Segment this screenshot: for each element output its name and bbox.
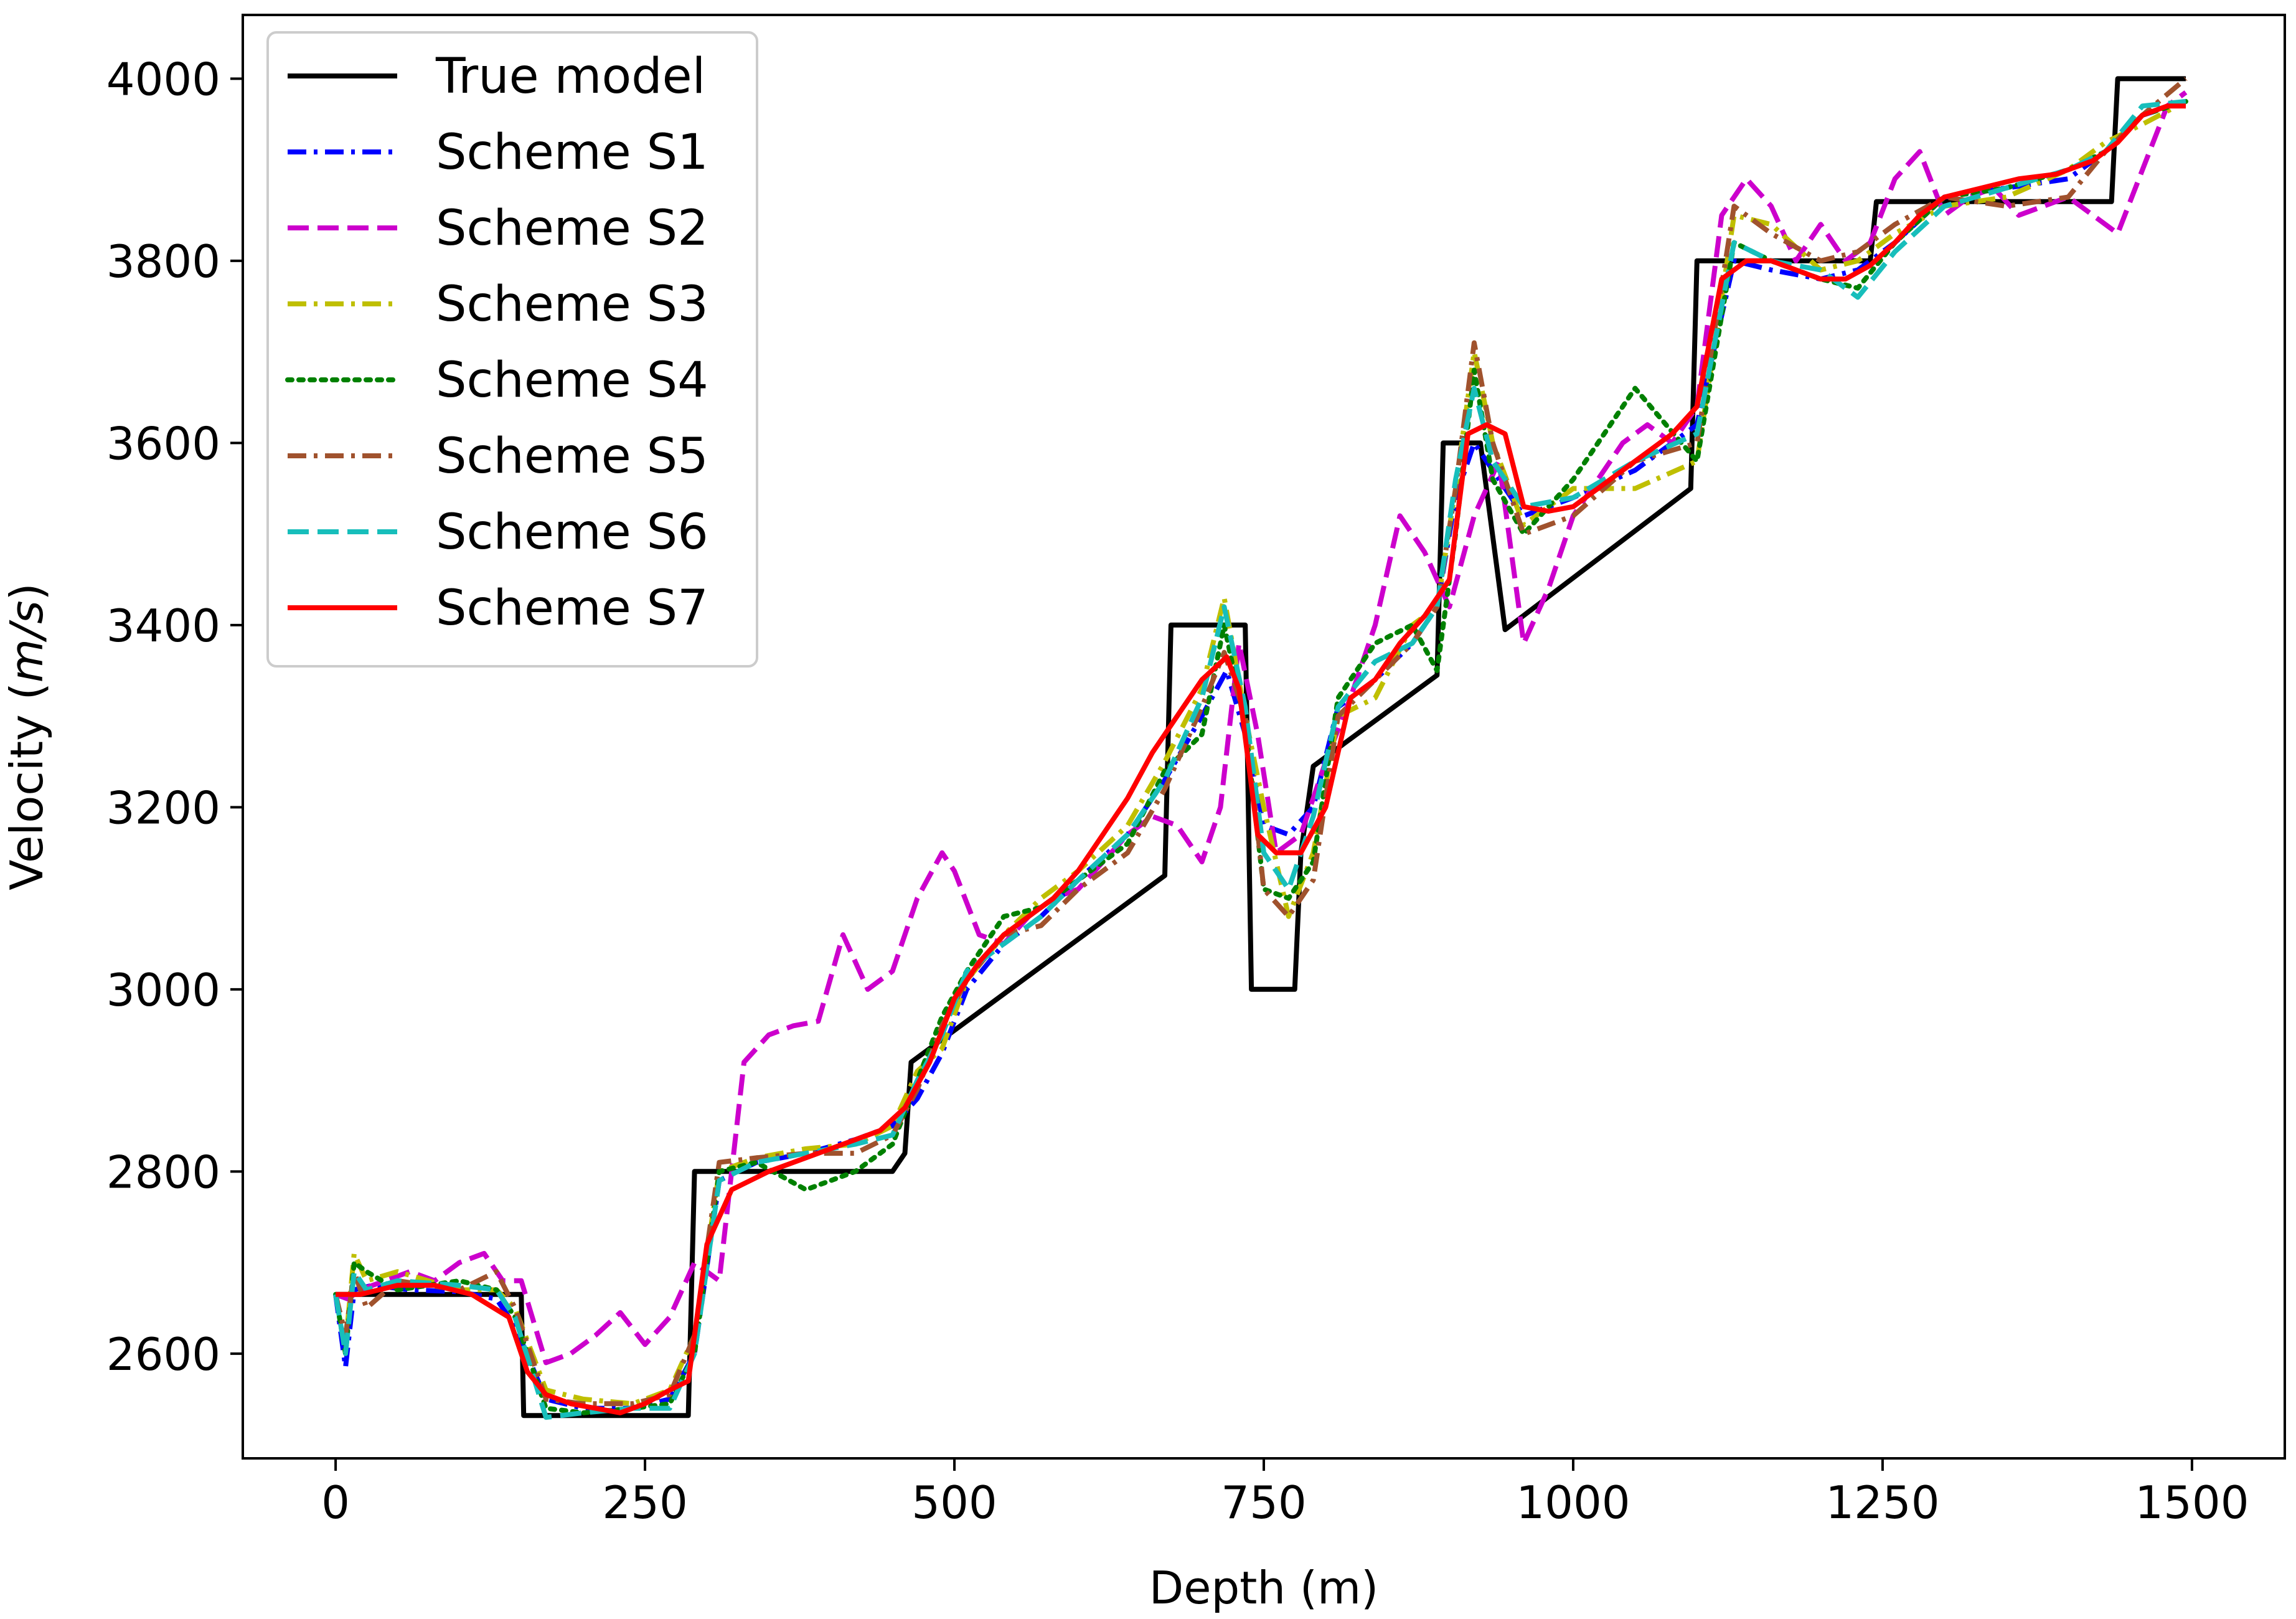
- y-axis: 2600 2800 3000 3200 3400 3600 3800 4000: [106, 53, 243, 1381]
- y-tick-label: 2800: [106, 1146, 220, 1198]
- y-tick-label: 3400: [106, 600, 220, 652]
- legend-label: Scheme S1: [436, 125, 708, 181]
- series-line-scheme-s2: [334, 90, 2188, 1366]
- x-axis: 0 250 500 750 1000 1250 1500: [321, 1458, 2249, 1529]
- series-line-scheme-s3: [333, 99, 2187, 1407]
- y-tick-label: 4000: [106, 53, 220, 105]
- y-axis-label-close: ): [1, 583, 53, 600]
- x-tick-label: 1000: [1516, 1476, 1630, 1529]
- series-line-scheme-s7: [336, 103, 2186, 1415]
- x-tick-label: 1250: [1825, 1476, 1939, 1529]
- y-tick-label: 3200: [106, 781, 220, 834]
- x-tick-label: 250: [602, 1476, 687, 1529]
- y-tick-label: 3600: [106, 417, 220, 470]
- y-axis-label: Velocity (m/s): [1, 583, 53, 890]
- legend-label: Scheme S7: [436, 580, 708, 636]
- x-tick-label: 1500: [2135, 1476, 2249, 1529]
- legend-label: Scheme S4: [436, 352, 708, 408]
- legend-box: [266, 31, 758, 668]
- legend-label: Scheme S5: [436, 428, 708, 484]
- y-tick-label: 3000: [106, 964, 220, 1016]
- y-tick-label: 2600: [106, 1328, 220, 1381]
- legend-label: Scheme S3: [436, 276, 708, 333]
- legend-label: Scheme S6: [436, 504, 708, 560]
- series-layer: [333, 76, 2188, 1420]
- y-tick-label: 3800: [106, 235, 220, 288]
- legend: True model Scheme S1 Scheme S2 Scheme S3 Sch…: [266, 31, 758, 668]
- legend-label: Scheme S2: [436, 201, 708, 257]
- x-tick-label: 750: [1221, 1476, 1306, 1529]
- legend-label: True model: [435, 49, 705, 105]
- y-axis-label-text: Velocity (: [1, 682, 53, 890]
- x-tick-label: 0: [321, 1476, 350, 1529]
- x-axis-label: Depth (m): [1149, 1562, 1379, 1614]
- x-tick-label: 500: [911, 1476, 997, 1529]
- y-axis-label-units: m/s: [1, 600, 53, 682]
